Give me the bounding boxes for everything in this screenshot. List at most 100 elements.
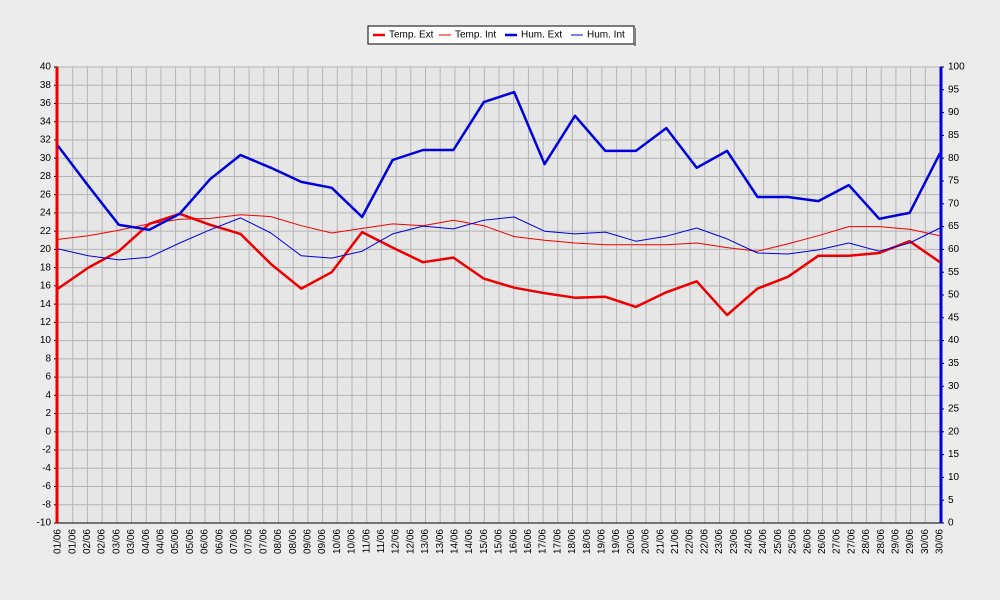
x-tick-label: 30/06 (935, 529, 946, 554)
x-tick-label: 07/06 (244, 529, 255, 554)
y2-tick-label: 60 (948, 244, 960, 255)
y-tick-label: 40 (40, 62, 52, 73)
y2-tick-label: 15 (948, 449, 960, 460)
y-tick-label: 26 (40, 189, 52, 200)
y-tick-label: 22 (40, 226, 52, 237)
x-tick-label: 03/06 (111, 529, 122, 554)
y-tick-label: 36 (40, 98, 52, 109)
x-tick-label: 25/06 (773, 529, 784, 554)
x-tick-label: 12/06 (391, 529, 402, 554)
x-tick-label: 08/06 (288, 529, 299, 554)
x-tick-label: 02/06 (82, 529, 93, 554)
x-tick-label: 24/06 (758, 529, 769, 554)
x-tick-label: 10/06 (332, 529, 343, 554)
y2-tick-label: 20 (948, 426, 960, 437)
x-tick-label: 08/06 (273, 529, 284, 554)
y2-tick-label: 0 (948, 518, 954, 529)
y-tick-label: -10 (37, 518, 52, 529)
y-tick-label: 16 (40, 281, 52, 292)
y-tick-label: 18 (40, 262, 52, 273)
series-line (57, 90, 942, 232)
x-tick-label: 06/06 (200, 529, 211, 554)
x-tick-label: 01/06 (67, 529, 78, 554)
x-tick-label: 03/06 (126, 529, 137, 554)
y2-tick-label: 95 (948, 84, 960, 95)
x-tick-label: 11/06 (361, 529, 372, 554)
y2-tick-label: 75 (948, 176, 960, 187)
y-tick-label: 28 (40, 171, 52, 182)
y2-tick-label: 25 (948, 404, 960, 415)
x-tick-label: 19/06 (611, 529, 622, 554)
x-tick-label: 21/06 (655, 529, 666, 554)
x-tick-label: 27/06 (832, 529, 843, 554)
y-tick-label: 38 (40, 80, 52, 91)
x-tick-label: 17/06 (538, 529, 549, 554)
y2-tick-label: 30 (948, 381, 960, 392)
y-tick-label: 24 (40, 208, 52, 219)
y-tick-label: 30 (40, 153, 52, 164)
y2-tick-label: 65 (948, 221, 960, 232)
y-tick-label: -6 (42, 481, 51, 492)
y2-tick-label: 70 (948, 198, 960, 209)
x-tick-label: 20/06 (641, 529, 652, 554)
x-tick-label: 04/06 (156, 529, 167, 554)
y-tick-label: 14 (40, 299, 52, 310)
y-tick-label: 6 (45, 372, 51, 383)
y2-tick-label: 45 (948, 312, 960, 323)
x-tick-label: 16/06 (523, 529, 534, 554)
x-tick-label: 06/06 (214, 529, 225, 554)
x-tick-label: 13/06 (420, 529, 431, 554)
x-tick-label: 07/06 (229, 529, 240, 554)
y-tick-label: 32 (40, 135, 52, 146)
y-tick-label: 0 (45, 426, 51, 437)
legend-label: Hum. Ext (521, 30, 562, 41)
y2-tick-label: 80 (948, 153, 960, 164)
y-tick-label: 2 (45, 408, 51, 419)
series-line (57, 212, 941, 317)
x-tick-label: 19/06 (597, 529, 608, 554)
y-tick-label: -4 (42, 463, 51, 474)
x-tick-label: 10/06 (347, 529, 358, 554)
y2-tick-label: 10 (948, 472, 960, 483)
y2-tick-label: 50 (948, 290, 960, 301)
x-tick-label: 23/06 (729, 529, 740, 554)
x-tick-label: 09/06 (317, 529, 328, 554)
x-tick-label: 26/06 (817, 529, 828, 554)
y-tick-label: 4 (45, 390, 51, 401)
x-tick-label: 15/06 (494, 529, 505, 554)
x-tick-label: 24/06 (744, 529, 755, 554)
x-tick-label: 14/06 (450, 529, 461, 554)
legend-label: Hum. Int (587, 30, 625, 41)
y2-tick-label: 100 (948, 62, 965, 73)
x-tick-label: 07/06 (258, 529, 269, 554)
y2-tick-label: 35 (948, 358, 960, 369)
x-tick-label: 29/06 (891, 529, 902, 554)
x-tick-label: 15/06 (479, 529, 490, 554)
x-tick-label: 21/06 (670, 529, 681, 554)
y-tick-label: -8 (42, 499, 51, 510)
x-tick-label: 16/06 (508, 529, 519, 554)
x-tick-label: 02/06 (97, 529, 108, 554)
series-line (57, 214, 941, 252)
x-tick-label: 05/06 (170, 529, 181, 554)
x-tick-label: 18/06 (567, 529, 578, 554)
y-tick-label: -2 (42, 445, 51, 456)
x-tick-label: 20/06 (626, 529, 637, 554)
x-tick-label: 13/06 (435, 529, 446, 554)
x-tick-label: 18/06 (582, 529, 593, 554)
x-tick-label: 23/06 (714, 529, 725, 554)
legend-label: Temp. Int (455, 30, 496, 41)
x-tick-label: 17/06 (552, 529, 563, 554)
y2-tick-label: 90 (948, 107, 960, 118)
y-tick-label: 12 (40, 317, 52, 328)
y-tick-label: 34 (40, 116, 52, 127)
series-line (57, 216, 941, 261)
y2-tick-label: 40 (948, 335, 960, 346)
legend-label: Temp. Ext (389, 30, 434, 41)
x-tick-label: 05/06 (185, 529, 196, 554)
y-tick-label: 20 (40, 244, 52, 255)
x-tick-label: 09/06 (303, 529, 314, 554)
legend-shadow (634, 28, 636, 46)
x-tick-label: 12/06 (405, 529, 416, 554)
